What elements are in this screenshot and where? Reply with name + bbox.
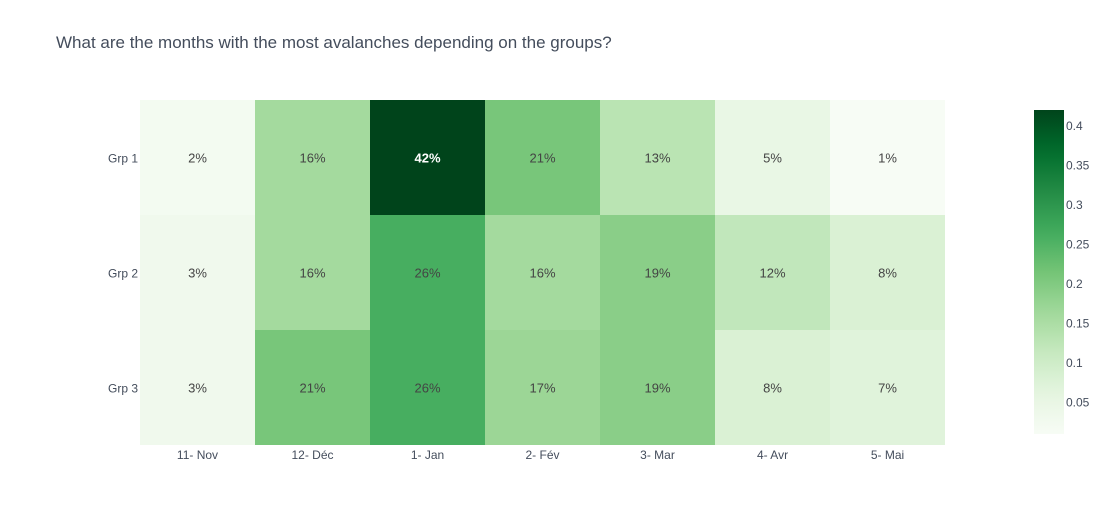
- heatmap-cell: [485, 100, 600, 215]
- colorbar-tick-label: 0.15: [1066, 316, 1090, 330]
- colorbar-tick-label: 0.4: [1066, 119, 1083, 133]
- cell-label: 8%: [763, 381, 782, 396]
- cell-label: 17%: [529, 381, 555, 396]
- heatmap-cell: [140, 330, 255, 445]
- x-axis-ticks: 11- Nov 12- Déc 1- Jan 2- Fév 3- Mar 4- Avr 5-…: [177, 448, 904, 462]
- cell-label: 19%: [644, 381, 670, 396]
- y-tick-label: Grp 3: [108, 382, 138, 396]
- heatmap-cell: [255, 100, 370, 215]
- heatmap-cell: [255, 215, 370, 330]
- cell-label: 7%: [878, 381, 897, 396]
- colorbar-tick-label: 0.1: [1066, 356, 1083, 370]
- colorbar-tick-label: 0.35: [1066, 158, 1090, 172]
- cell-label: 26%: [414, 266, 440, 281]
- chart-title: What are the months with the most avalan…: [56, 33, 612, 52]
- colorbar-tick-label: 0.3: [1066, 198, 1083, 212]
- x-tick-label: 11- Nov: [177, 448, 218, 462]
- x-tick-label: 2- Fév: [525, 448, 559, 462]
- x-tick-label: 3- Mar: [640, 448, 675, 462]
- heatmap-cell: [600, 330, 715, 445]
- colorbar-gradient: [1034, 110, 1064, 434]
- cell-label: 2%: [188, 151, 207, 166]
- cell-label: 21%: [299, 381, 325, 396]
- y-tick-label: Grp 1: [108, 152, 138, 166]
- heatmap-cell: [255, 330, 370, 445]
- x-tick-label: 5- Mai: [871, 448, 904, 462]
- heatmap-cell: [140, 100, 255, 215]
- colorbar-tick-label: 0.2: [1066, 277, 1083, 291]
- cell-label: 5%: [763, 151, 782, 166]
- heatmap-cell: [715, 215, 830, 330]
- heatmap-cell: [485, 215, 600, 330]
- heatmap-cell: [715, 100, 830, 215]
- heatmap-cell: [370, 215, 485, 330]
- cell-label: 3%: [188, 266, 207, 281]
- colorbar-tick-label: 0.25: [1066, 237, 1090, 251]
- heatmap-cell: [140, 215, 255, 330]
- cell-label: 16%: [299, 266, 325, 281]
- cell-label: 1%: [878, 151, 897, 166]
- colorbar-tick-label: 0.05: [1066, 395, 1090, 409]
- cell-label: 16%: [529, 266, 555, 281]
- cell-label: 16%: [299, 151, 325, 166]
- cell-label: 26%: [414, 381, 440, 396]
- x-tick-label: 12- Déc: [291, 448, 333, 462]
- heatmap-cell: [370, 330, 485, 445]
- cell-label: 42%: [414, 151, 440, 166]
- heatmap-cell: [830, 330, 945, 445]
- heatmap-cell: [830, 100, 945, 215]
- heatmap-cell: [600, 215, 715, 330]
- cell-label: 21%: [529, 151, 555, 166]
- heatmap-cell: [485, 330, 600, 445]
- cell-label: 13%: [644, 151, 670, 166]
- y-axis-ticks: Grp 1 Grp 2 Grp 3: [108, 152, 138, 396]
- heatmap-cell: [715, 330, 830, 445]
- heatmap-cell: [370, 100, 485, 215]
- colorbar: 0.05 0.1 0.15 0.2 0.25 0.3 0.35 0.4: [1034, 110, 1090, 434]
- cell-label: 19%: [644, 266, 670, 281]
- cell-labels: 2% 16% 42% 21% 13% 5% 1% 3% 16% 26% 16% 19% 12% 8% 3% 2…: [188, 151, 897, 396]
- heatmap-cells: [140, 100, 945, 445]
- y-tick-label: Grp 2: [108, 267, 138, 281]
- x-tick-label: 4- Avr: [757, 448, 788, 462]
- heatmap-cell: [830, 215, 945, 330]
- cell-label: 12%: [759, 266, 785, 281]
- cell-label: 8%: [878, 266, 897, 281]
- x-tick-label: 1- Jan: [411, 448, 444, 462]
- heatmap-cell: [600, 100, 715, 215]
- cell-label: 3%: [188, 381, 207, 396]
